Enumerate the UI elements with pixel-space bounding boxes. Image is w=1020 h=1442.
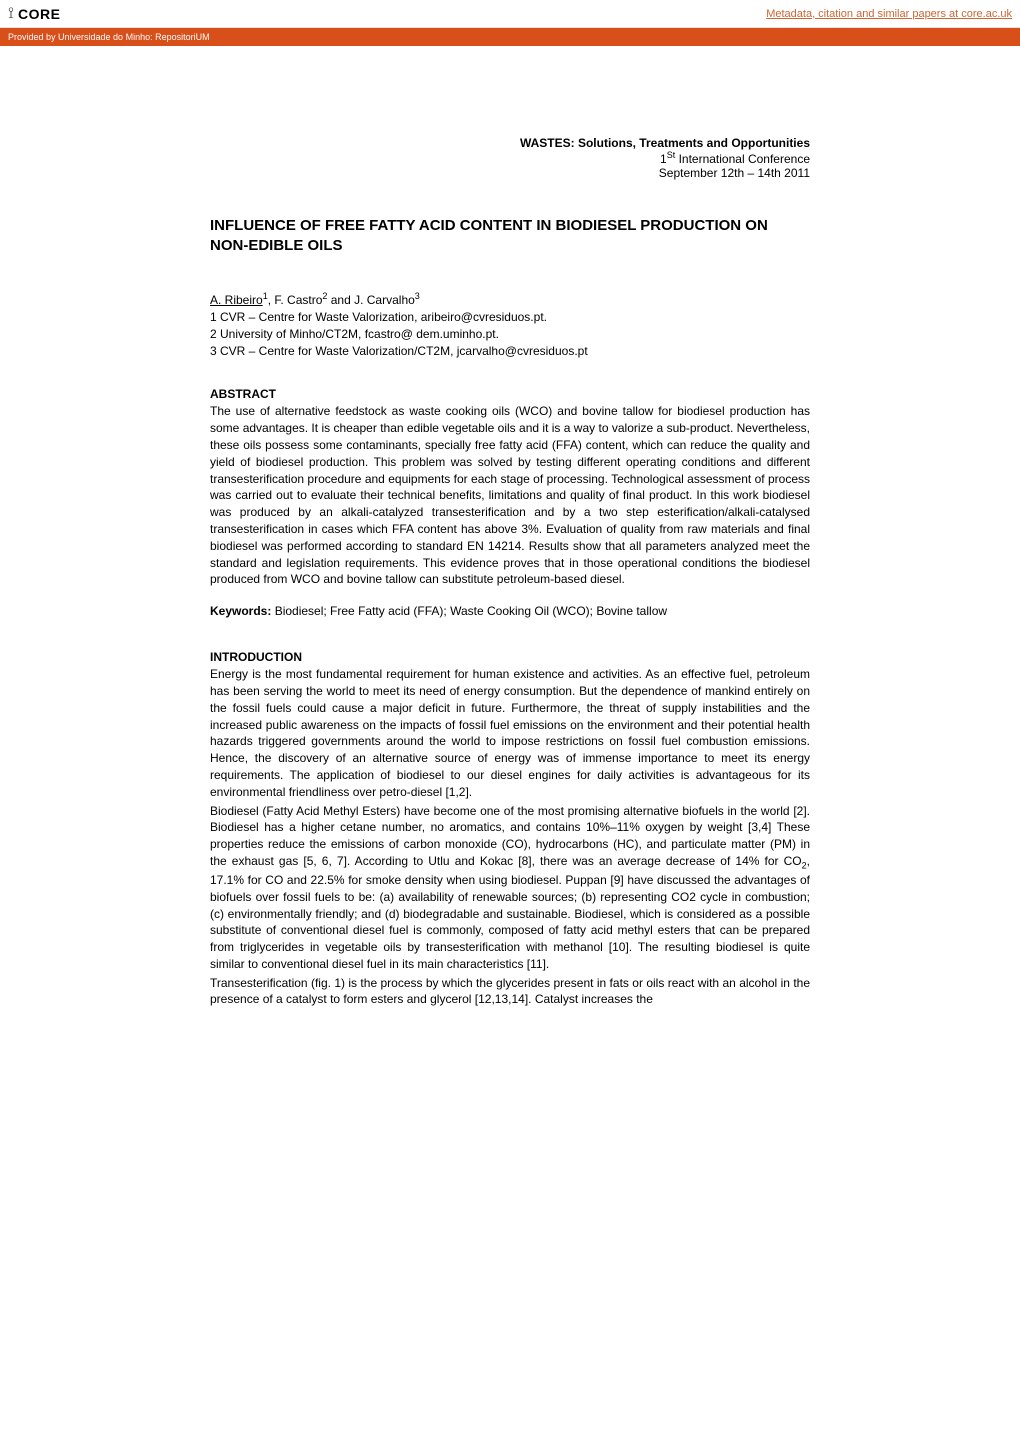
page-content: WASTES: Solutions, Treatments and Opport… [0, 46, 1020, 1050]
keywords-text: Biodiesel; Free Fatty acid (FFA); Waste … [271, 604, 667, 618]
paper-title: INFLUENCE OF FREE FATTY ACID CONTENT IN … [210, 216, 810, 255]
intro-paragraph-2: Biodiesel (Fatty Acid Methyl Esters) hav… [210, 803, 810, 973]
author-3: and J. Carvalho [327, 293, 414, 307]
keywords-line: Keywords: Biodiesel; Free Fatty acid (FF… [210, 604, 810, 618]
core-top-bar: ⟟ CORE Metadata, citation and similar pa… [0, 0, 1020, 28]
affiliation-3: 3 CVR – Centre for Waste Valorization/CT… [210, 343, 810, 360]
core-brand-text: CORE [18, 6, 60, 22]
intro-p2-pre: Biodiesel (Fatty Acid Methyl Esters) hav… [210, 804, 810, 868]
abstract-text: The use of alternative feedstock as wast… [210, 403, 810, 588]
authors-line: A. Ribeiro1, F. Castro2 and J. Carvalho3 [210, 291, 810, 307]
affiliation-1: 1 CVR – Centre for Waste Valorization, a… [210, 309, 810, 326]
repository-bar: Provided by Universidade do Minho: Repos… [0, 28, 1020, 46]
core-logo[interactable]: ⟟ CORE [8, 5, 60, 23]
author-sup-3: 3 [415, 291, 420, 301]
abstract-heading: ABSTRACT [210, 387, 810, 401]
affiliations-block: 1 CVR – Centre for Waste Valorization, a… [210, 309, 810, 359]
conference-title: WASTES: Solutions, Treatments and Opport… [210, 136, 810, 150]
author-presenting: A. Ribeiro [210, 293, 263, 307]
core-icon: ⟟ [8, 5, 14, 23]
similar-papers-link[interactable]: Metadata, citation and similar papers at… [766, 8, 1012, 20]
conference-dates: September 12th – 14th 2011 [210, 166, 810, 180]
affiliation-2: 2 University of Minho/CT2M, fcastro@ dem… [210, 326, 810, 343]
author-2: , F. Castro [268, 293, 323, 307]
intro-paragraph-1: Energy is the most fundamental requireme… [210, 666, 810, 800]
introduction-heading: INTRODUCTION [210, 650, 810, 664]
keywords-label: Keywords: [210, 604, 271, 618]
intro-p2-post: , 17.1% for CO and 22.5% for smoke densi… [210, 854, 810, 971]
conference-header: WASTES: Solutions, Treatments and Opport… [210, 136, 810, 180]
conference-subtitle: 1St International Conference [210, 150, 810, 166]
superscript-st: St [667, 150, 676, 160]
provided-by-text: Provided by Universidade do Minho: Repos… [8, 32, 210, 42]
intro-paragraph-3: Transesterification (fig. 1) is the proc… [210, 975, 810, 1009]
